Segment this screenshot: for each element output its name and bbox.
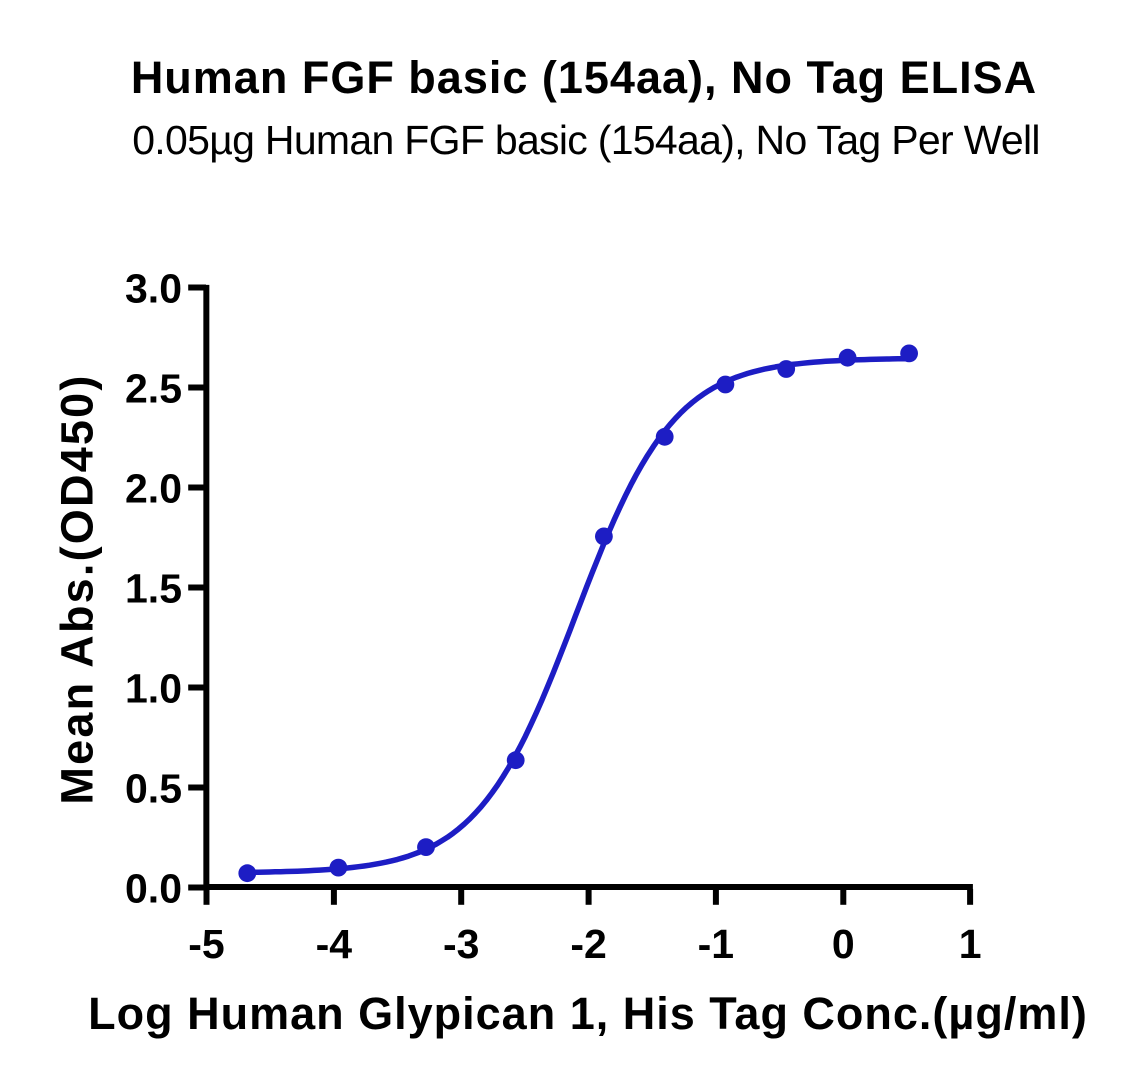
svg-text:3.0: 3.0 — [125, 266, 182, 312]
svg-text:2.5: 2.5 — [125, 366, 182, 412]
svg-text:1.0: 1.0 — [125, 666, 182, 712]
svg-text:0.05µg Human FGF basic (154aa): 0.05µg Human FGF basic (154aa), No Tag P… — [132, 117, 1040, 163]
svg-text:1.5: 1.5 — [125, 566, 182, 612]
svg-text:-5: -5 — [188, 921, 224, 967]
svg-text:0.0: 0.0 — [125, 866, 182, 912]
svg-text:-4: -4 — [316, 921, 353, 967]
svg-text:2.0: 2.0 — [125, 466, 182, 512]
svg-text:0: 0 — [832, 921, 855, 967]
svg-text:0.5: 0.5 — [125, 766, 182, 812]
svg-text:1: 1 — [959, 921, 982, 967]
svg-text:-1: -1 — [698, 921, 734, 967]
svg-text:-2: -2 — [570, 921, 606, 967]
svg-text:Mean Abs.(OD450): Mean Abs.(OD450) — [51, 373, 102, 804]
svg-text:-3: -3 — [443, 921, 479, 967]
svg-text:Log Human Glypican 1, His Tag: Log Human Glypican 1, His Tag Conc.(µg/m… — [88, 988, 1088, 1039]
svg-text:Human FGF basic (154aa), No Ta: Human FGF basic (154aa), No Tag ELISA — [131, 52, 1037, 103]
